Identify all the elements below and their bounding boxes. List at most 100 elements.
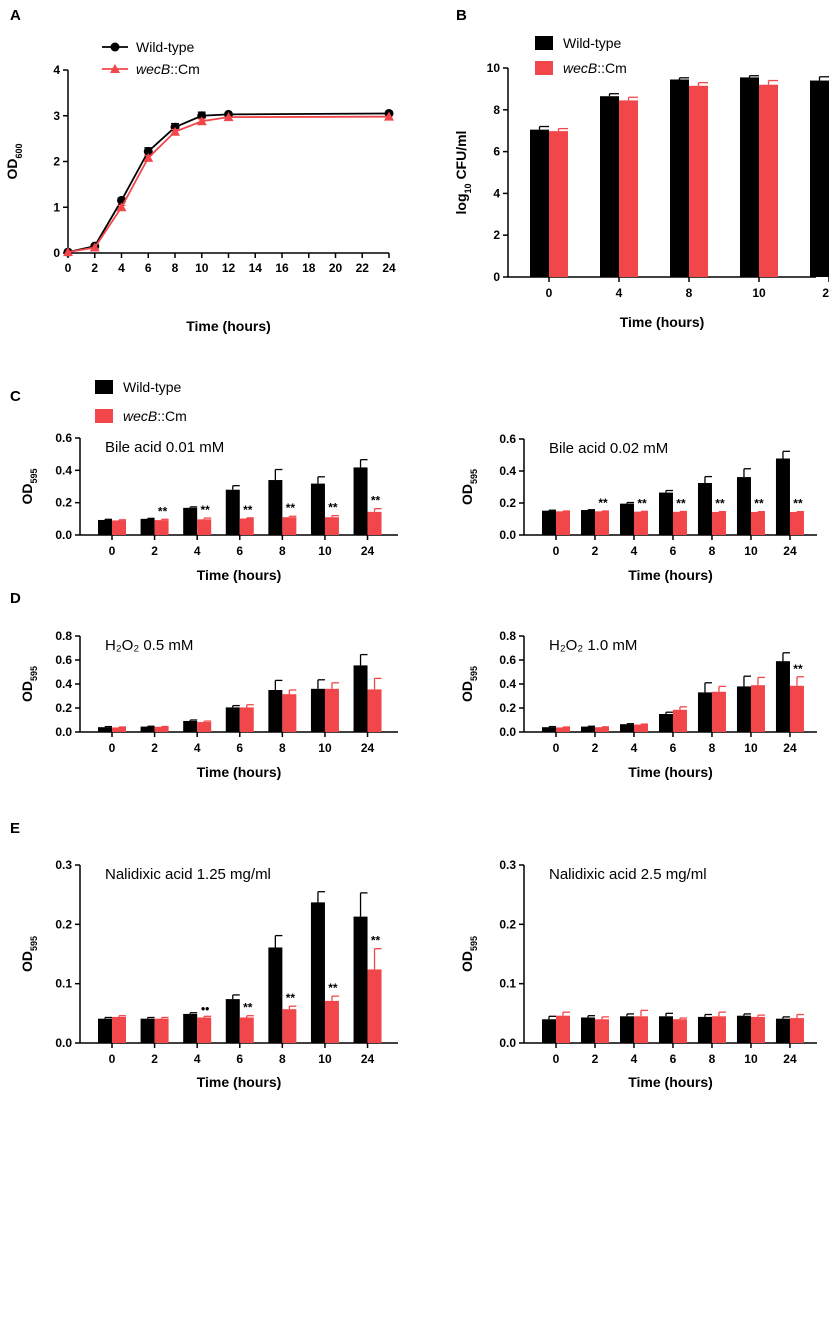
bar-wild-type (268, 480, 283, 535)
x-tick-label: 6 (236, 741, 243, 755)
bar-wecb (282, 1009, 297, 1043)
y-tick-label: 0.6 (55, 431, 72, 445)
significance-marker: ** (598, 496, 608, 510)
bar-wild-type (225, 999, 240, 1043)
x-tick-label: 4 (631, 1052, 638, 1066)
y-axis-title-sub: 595 (469, 936, 479, 951)
y-tick-label: 0.2 (499, 701, 516, 715)
x-tick-label: 8 (279, 741, 286, 755)
y-tick-label: 0.0 (55, 528, 72, 542)
bar-wecb (633, 724, 648, 732)
data-point-wecb (143, 152, 154, 162)
significance-marker: ** (793, 662, 803, 676)
legend-swatch (535, 36, 553, 50)
significance-marker: ** (328, 501, 338, 515)
data-point-wecb (170, 126, 180, 136)
x-tick-label: 10 (744, 741, 758, 755)
x-tick-label: 10 (195, 261, 209, 275)
y-axis-title-main: OD (19, 484, 35, 505)
significance-marker: ** (243, 503, 253, 517)
bar-wecb (789, 511, 804, 535)
significance-marker: ** (793, 497, 803, 511)
bar-wecb (633, 1016, 648, 1043)
legend-label-wecb: wecB::Cm (136, 61, 200, 77)
y-tick-label: 0.0 (499, 725, 516, 739)
x-tick-label: 24 (783, 1052, 797, 1066)
bar-wild-type (670, 79, 689, 278)
data-point-wecb (384, 111, 394, 121)
x-tick-label: 24 (361, 741, 375, 755)
bar-wild-type (542, 727, 556, 732)
x-tick-label: 10 (318, 741, 332, 755)
x-tick-label: 0 (109, 544, 116, 558)
x-axis-title: Time (hours) (197, 567, 282, 583)
x-tick-label: 6 (670, 544, 677, 558)
bar-wecb (556, 727, 570, 732)
bar-wecb (789, 1018, 804, 1043)
bar-wild-type (183, 507, 198, 535)
bar-wild-type (183, 1013, 198, 1043)
bar-wild-type (619, 503, 634, 535)
bar-wild-type (353, 467, 368, 535)
panel-annotation: H₂O₂ 1.0 mM (549, 637, 637, 654)
bar-wild-type (600, 96, 619, 277)
bar-wecb (594, 511, 609, 535)
bar-wecb (282, 517, 297, 535)
legend-label-wecb-rest: ::Cm (597, 60, 627, 76)
x-tick-label: 10 (318, 1052, 332, 1066)
x-axis-title: Time (hours) (628, 567, 713, 583)
x-tick-label: 16 (275, 261, 289, 275)
x-tick-label: 4 (194, 544, 201, 558)
y-tick-label: 2 (53, 155, 60, 169)
x-tick-label: 24 (361, 544, 375, 558)
y-axis-title-sub: 595 (29, 666, 39, 681)
x-tick-label: 0 (109, 741, 116, 755)
x-axis-title: Time (hours) (197, 764, 282, 780)
bar-wecb (789, 685, 804, 732)
y-axis-title: OD595 (19, 468, 39, 504)
x-tick-label: 6 (145, 261, 152, 275)
bar-wild-type (580, 726, 595, 732)
bar-wild-type (658, 714, 673, 732)
y-tick-label: 8 (493, 103, 500, 117)
significance-marker: ** (754, 497, 764, 511)
y-tick-label: 0.2 (55, 701, 72, 715)
y-tick-label: 0.4 (55, 677, 72, 691)
bar-wecb (672, 1019, 687, 1043)
data-point-wecb (63, 247, 73, 257)
bar-wild-type (697, 483, 712, 535)
x-tick-label: 24 (361, 1052, 375, 1066)
y-tick-label: 4 (53, 63, 60, 77)
x-tick-label: 4 (194, 1052, 201, 1066)
bar-wecb (367, 689, 382, 732)
bar-wecb (594, 727, 609, 732)
significance-marker: ** (637, 496, 647, 510)
y-tick-label: 0.2 (55, 496, 72, 510)
x-tick-label: 24 (822, 286, 829, 300)
y-axis-title-sub: 10 (463, 183, 473, 193)
bar-wild-type (697, 1016, 712, 1043)
bar-wild-type (697, 692, 712, 732)
y-tick-label: 0.8 (499, 629, 516, 643)
bar-wild-type (736, 477, 751, 535)
bar-wecb (619, 100, 638, 278)
bar-wecb (324, 517, 339, 535)
legend-label-wild-type: Wild-type (136, 39, 195, 55)
panel-annotation: H₂O₂ 0.5 mM (105, 637, 193, 654)
significance-marker: ** (676, 496, 686, 510)
x-tick-label: 8 (709, 1052, 716, 1066)
y-axis-title-sub: 595 (29, 468, 39, 483)
x-tick-label: 4 (616, 286, 623, 300)
y-tick-label: 0 (493, 270, 500, 284)
y-tick-label: 3 (53, 109, 60, 123)
panel-letter-a: A (10, 7, 21, 24)
x-tick-label: 4 (194, 741, 201, 755)
panel-annotation: Bile acid 0.02 mM (549, 440, 668, 457)
x-tick-label: 10 (318, 544, 332, 558)
bar-wild-type (810, 80, 829, 277)
y-tick-label: 0.4 (499, 464, 516, 478)
bar-wild-type (580, 510, 595, 535)
x-tick-label: 2 (151, 1052, 158, 1066)
